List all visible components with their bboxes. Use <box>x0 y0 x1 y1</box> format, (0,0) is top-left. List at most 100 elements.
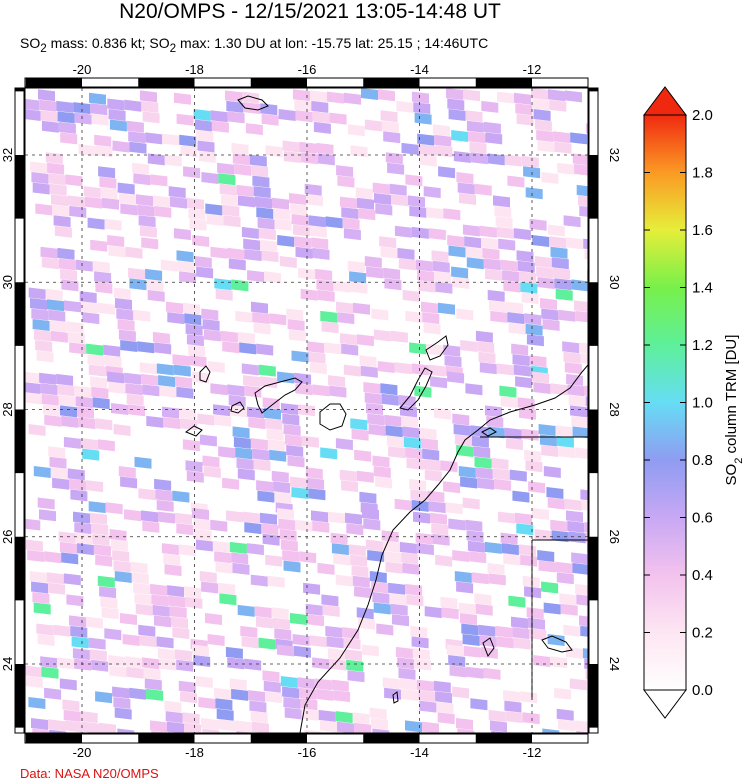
so2-pixel <box>141 237 159 250</box>
so2-pixel <box>547 497 565 510</box>
so2-pixel <box>32 592 50 604</box>
so2-pixel <box>333 690 351 703</box>
so2-pixel <box>474 593 492 606</box>
so2-pixel <box>564 362 582 375</box>
so2-pixel <box>514 92 531 105</box>
so2-pixel <box>260 239 278 252</box>
so2-pixel <box>75 259 93 272</box>
so2-pixel <box>89 649 107 662</box>
so2-pixel <box>128 267 146 280</box>
so2-pixel <box>295 110 313 123</box>
so2-pixel <box>443 344 461 357</box>
so2-pixel <box>168 186 186 199</box>
so2-pixel <box>312 247 330 260</box>
so2-pixel <box>311 510 328 523</box>
so2-pixel <box>159 385 177 398</box>
so2-pixel <box>231 279 249 292</box>
so2-pixel <box>452 413 470 426</box>
so2-pixel <box>466 257 484 270</box>
so2-pixel <box>39 509 56 522</box>
so2-pixel <box>412 91 429 104</box>
so2-pixel <box>575 583 588 596</box>
so2-pixel <box>165 711 183 724</box>
so2-pixel <box>341 343 359 356</box>
so2-pixel <box>469 141 487 154</box>
so2-pixel <box>176 113 194 126</box>
so2-pixel <box>95 145 113 158</box>
so2-pixel <box>235 310 253 323</box>
so2-pixel <box>168 595 186 608</box>
so2-pixel <box>519 271 537 284</box>
so2-pixel <box>347 124 365 137</box>
so2-pixel <box>99 176 117 189</box>
so2-pixel <box>243 238 261 251</box>
so2-pixel <box>402 289 420 302</box>
lon-tick-top: -20 <box>73 62 92 77</box>
so2-pixel <box>172 354 190 367</box>
so2-pixel <box>283 560 301 573</box>
so2-pixel <box>174 649 192 662</box>
so2-pixel <box>312 384 330 397</box>
so2-pixel <box>95 554 113 567</box>
so2-pixel <box>183 302 200 315</box>
so2-pixel <box>92 533 110 546</box>
so2-pixel <box>258 364 276 377</box>
so2-pixel <box>91 113 109 126</box>
so2-pixel <box>524 313 542 326</box>
so2-pixel <box>483 258 501 271</box>
lat-tick-right: 32 <box>607 148 622 162</box>
so2-pixel <box>237 604 255 617</box>
so2-pixel <box>104 218 122 231</box>
so2-pixel <box>206 214 224 226</box>
so2-pixel <box>452 550 470 562</box>
so2-pixel <box>389 183 407 196</box>
so2-pixel <box>192 235 210 247</box>
so2-pixel <box>252 448 270 461</box>
so2-pixel <box>48 446 66 459</box>
so2-pixel <box>300 288 318 301</box>
so2-pixel <box>542 319 560 331</box>
so2-pixel <box>470 152 488 165</box>
so2-pixel <box>65 720 82 733</box>
so2-pixel <box>62 699 80 712</box>
so2-pixel <box>304 729 322 733</box>
so2-pixel <box>214 687 232 700</box>
so2-pixel <box>565 90 582 103</box>
so2-pixel <box>341 480 359 493</box>
colorbar: 0.0 0.2 0.4 0.6 0.8 1.0 1.2 1.4 1.6 1.8 2.0 SO2 co… <box>643 86 743 719</box>
so2-pixel <box>141 510 158 523</box>
so2-pixel <box>585 669 588 680</box>
so2-pixel <box>28 424 46 436</box>
so2-pixel <box>146 688 164 701</box>
so2-pixel <box>435 691 453 704</box>
so2-pixel <box>49 320 67 333</box>
so2-pixel <box>150 720 167 733</box>
so2-pixel <box>266 428 284 441</box>
so2-pixel <box>361 644 379 657</box>
so2-pixel <box>66 594 84 607</box>
so2-pixel <box>344 92 361 105</box>
so2-pixel <box>263 680 281 693</box>
so2-pixel <box>536 266 554 279</box>
so2-pixel <box>236 457 254 470</box>
so2-pixel <box>350 145 368 158</box>
so2-pixel <box>228 258 246 271</box>
so2-pixel <box>243 102 261 115</box>
so2-pixel <box>423 186 441 199</box>
so2-pixel <box>312 111 330 124</box>
so2-pixel <box>541 445 559 457</box>
lon-tick-labels: -20 -20 -18 -18 -16 -16 -14 -14 -12 -12 <box>73 62 542 760</box>
so2-pixel <box>568 531 586 544</box>
so2-pixel <box>367 550 385 562</box>
so2-pixel <box>103 344 121 357</box>
island-small-2 <box>482 637 495 658</box>
so2-pixel <box>569 678 587 691</box>
so2-pixel <box>575 447 588 459</box>
so2-pixel <box>196 266 214 279</box>
so2-pixel <box>57 111 75 124</box>
so2-pixel <box>108 245 126 258</box>
so2-pixel <box>555 425 573 438</box>
so2-pixel <box>560 603 578 616</box>
so2-pixel <box>138 488 156 501</box>
so2-pixel <box>25 665 42 678</box>
